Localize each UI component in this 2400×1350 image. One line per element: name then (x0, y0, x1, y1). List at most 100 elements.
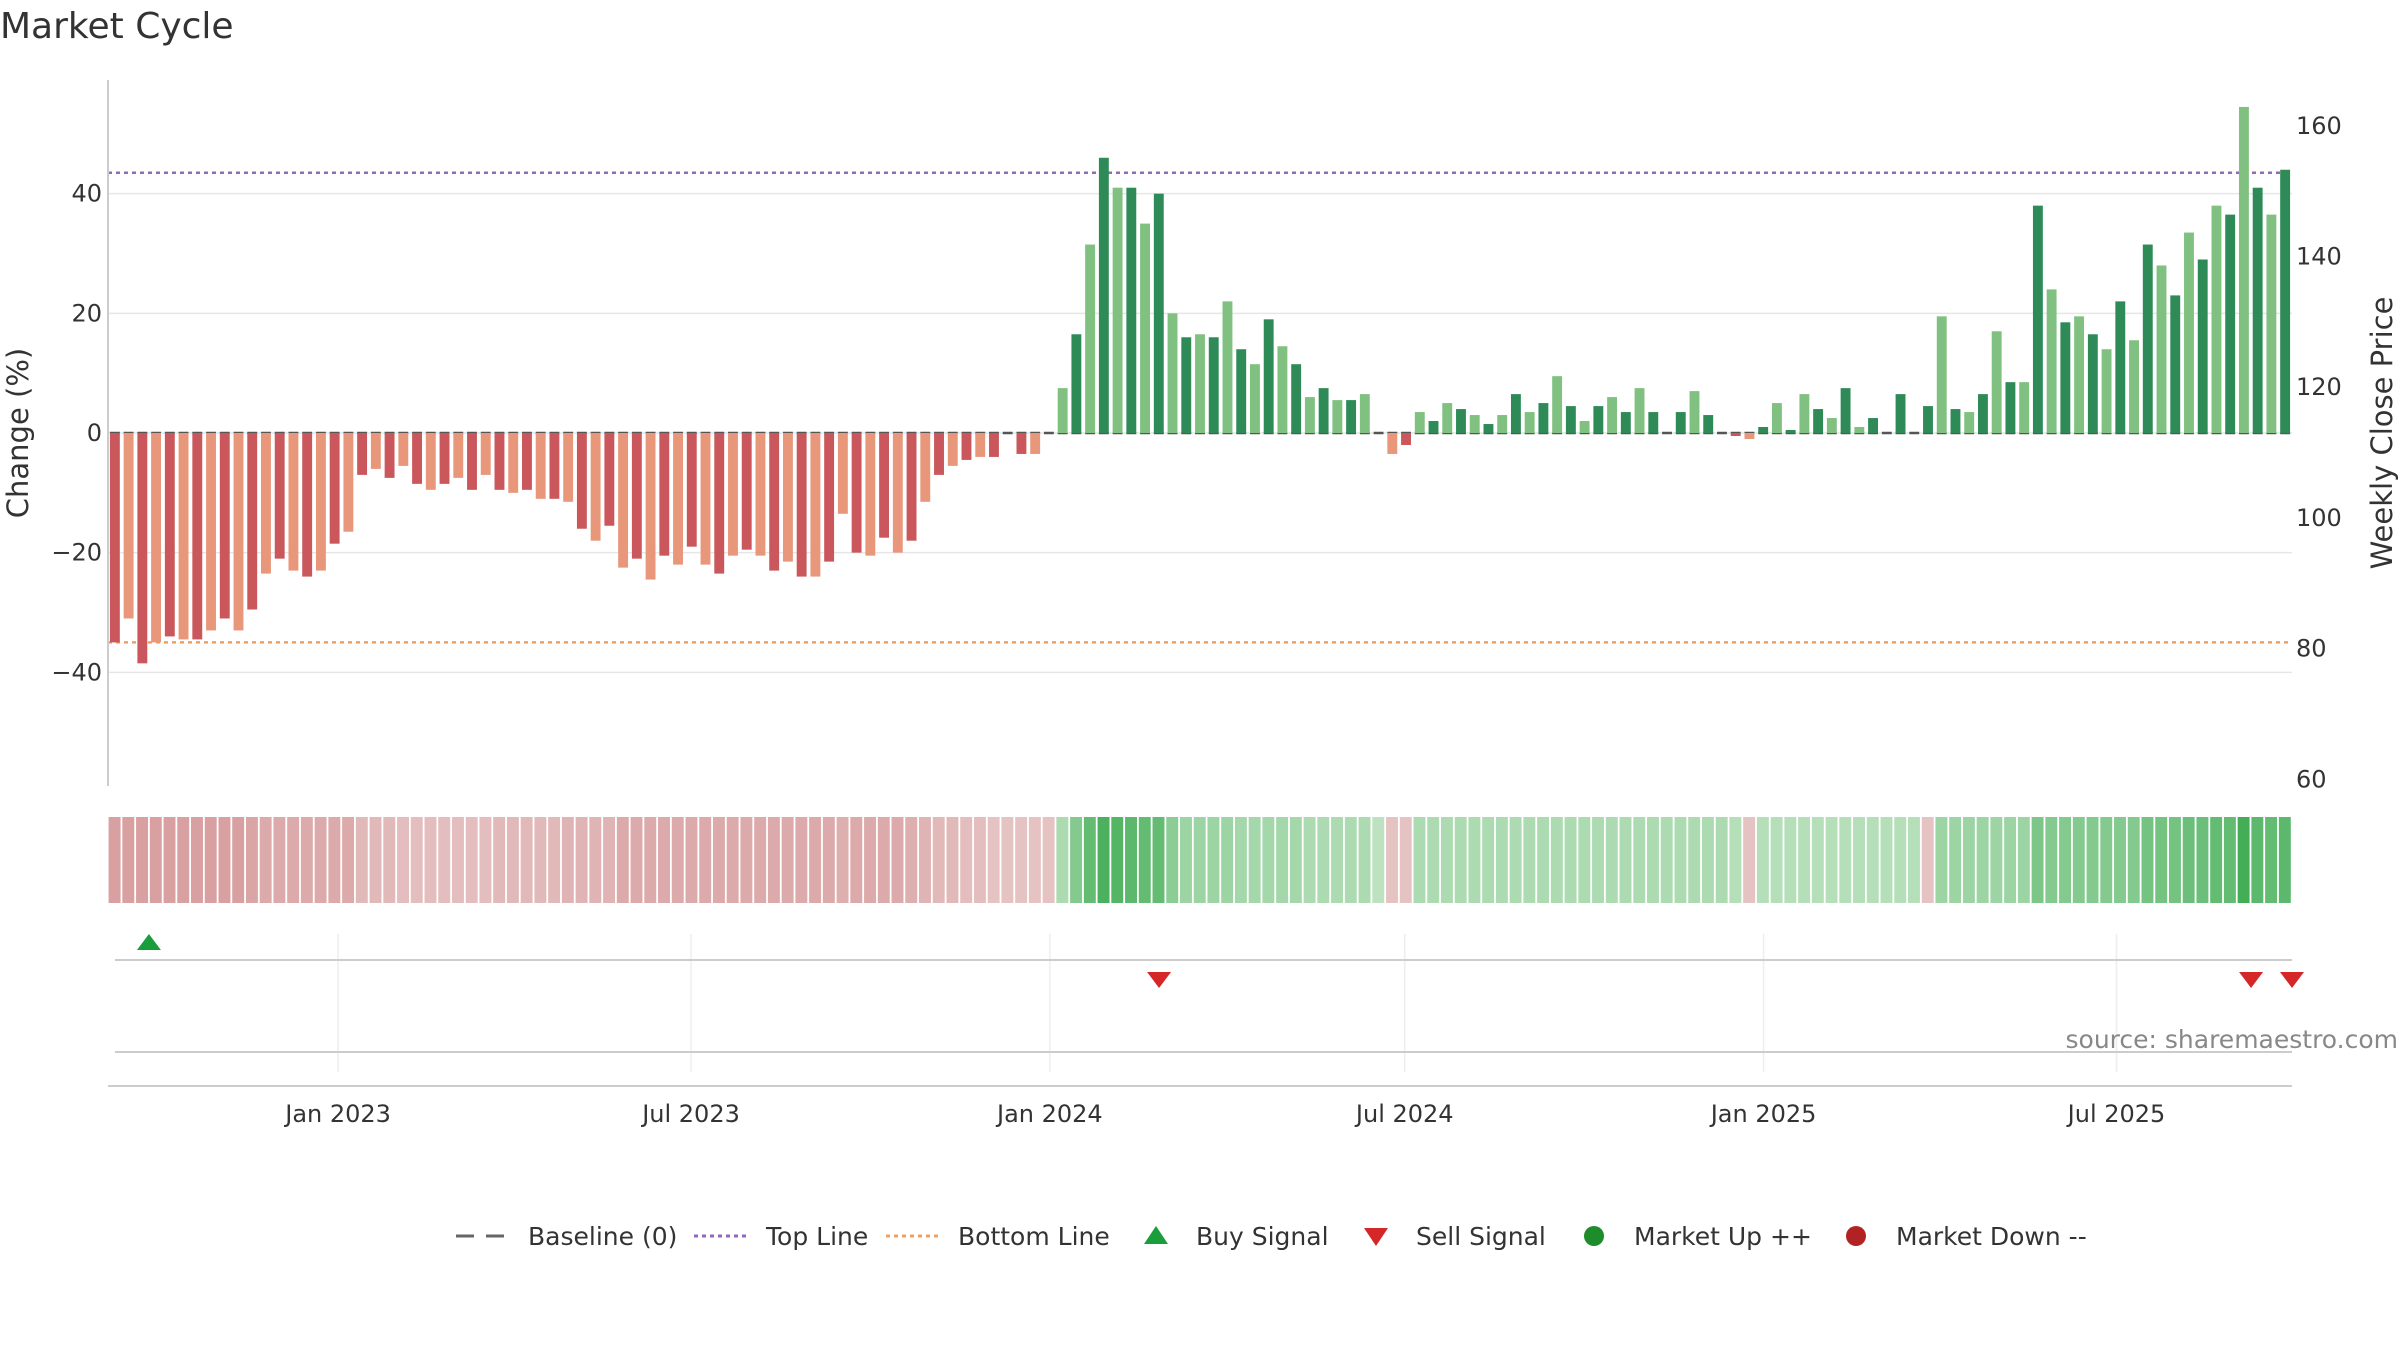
band-cell (1166, 817, 1179, 903)
bar (1977, 394, 1988, 433)
band-cell (259, 817, 272, 903)
y-tick-left: −40 (51, 658, 102, 686)
band-cell (2182, 817, 2195, 903)
bar (755, 433, 766, 556)
band-cell (191, 817, 203, 903)
chart-title: Market Cycle (0, 6, 234, 47)
bar (398, 433, 409, 466)
bar (233, 433, 244, 631)
band-cell (1962, 817, 1975, 903)
sell-signal-marker (1147, 972, 1172, 988)
bar (1057, 388, 1068, 433)
x-tick-label: Jul 2023 (640, 1100, 740, 1128)
bar (1456, 409, 1466, 433)
bar (2252, 187, 2263, 433)
band-cell (1756, 817, 1769, 903)
bar (1112, 187, 1123, 433)
bar (178, 433, 189, 640)
bar (645, 433, 656, 580)
y-tick-right: 120 (2296, 373, 2342, 401)
bar (329, 433, 340, 544)
bar (1030, 433, 1041, 454)
band-cell (397, 817, 409, 903)
band-cell (644, 817, 657, 903)
bar (741, 433, 752, 550)
bar (1414, 412, 1425, 433)
band-cell (548, 817, 561, 903)
band-cell (1605, 817, 1618, 903)
band-cell (1111, 817, 1124, 903)
band-cell (204, 817, 217, 903)
bar (1991, 331, 2002, 433)
band-cell (960, 817, 973, 903)
signal-track (136, 934, 2304, 988)
bar (824, 433, 835, 562)
bar (769, 433, 780, 571)
band-cell (1440, 817, 1453, 903)
legend-item: Bottom Line (886, 1222, 1110, 1251)
band-cell (2196, 817, 2209, 903)
band-cell (877, 817, 890, 903)
bar (1016, 433, 1027, 454)
band-cell (1853, 817, 1865, 903)
legend-item: Sell Signal (1364, 1222, 1546, 1251)
bar (151, 433, 162, 643)
y-tick-right: 100 (2296, 504, 2342, 532)
band-cell (630, 817, 643, 903)
bar (1085, 244, 1096, 433)
band-cell (864, 817, 877, 903)
band-cell (1990, 817, 2003, 903)
bar (659, 433, 670, 556)
bar (879, 433, 890, 538)
bar (851, 433, 862, 553)
y-tick-left: 0 (87, 419, 102, 447)
band-cell (163, 817, 176, 903)
band-cell (1262, 817, 1275, 903)
bar (975, 433, 986, 457)
bar (1428, 421, 1439, 433)
legend-triangle-up-icon (1144, 1226, 1168, 1244)
band-cell (1454, 817, 1467, 903)
bar (1744, 433, 1755, 439)
band-cell (671, 817, 684, 903)
band-cell (1399, 817, 1412, 903)
bar (247, 433, 258, 610)
bar (920, 433, 931, 502)
band-cell (1976, 817, 1989, 903)
bar (1098, 157, 1109, 433)
bar (2211, 205, 2222, 433)
band-cell (1839, 817, 1852, 903)
band-cell (932, 817, 945, 903)
legend-item: Top Line (694, 1222, 868, 1251)
band-cell (2086, 817, 2099, 903)
band-cell (740, 817, 753, 903)
band-cell (1138, 817, 1151, 903)
band-cell (616, 817, 629, 903)
legend-label: Buy Signal (1196, 1222, 1329, 1251)
bar (1153, 193, 1164, 433)
bar (1442, 403, 1453, 433)
band-cell (1811, 817, 1824, 903)
band-cell (108, 817, 121, 903)
bar (865, 433, 876, 556)
bar (425, 433, 436, 490)
band-cell (1866, 817, 1879, 903)
reference-lines (108, 171, 2292, 644)
band-cell (754, 817, 767, 903)
band-cell (1056, 817, 1069, 903)
bar (1552, 376, 1563, 433)
bar (1675, 412, 1686, 433)
bar (370, 433, 381, 469)
band-cell (1495, 817, 1508, 903)
band-cell (232, 817, 245, 903)
band-cell (136, 817, 149, 903)
band-cell (850, 817, 863, 903)
bar (1387, 433, 1398, 454)
band-cell (589, 817, 602, 903)
bar (576, 433, 587, 529)
bar (631, 433, 642, 559)
x-tick-label: Jan 2023 (283, 1100, 391, 1128)
band-cell (177, 817, 190, 903)
sell-signal-marker (2239, 972, 2264, 988)
band-cell (328, 817, 341, 903)
